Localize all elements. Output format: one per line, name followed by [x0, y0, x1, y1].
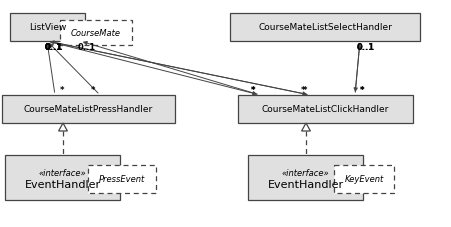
Text: 0..1: 0..1 — [45, 42, 63, 52]
Bar — [230, 13, 420, 41]
Bar — [10, 13, 85, 41]
Text: «interface»: «interface» — [39, 169, 86, 178]
Text: CourseMate: CourseMate — [71, 29, 121, 38]
Bar — [5, 155, 120, 200]
Bar — [2, 95, 175, 123]
Bar — [88, 165, 156, 193]
Text: 0..1: 0..1 — [357, 42, 375, 52]
Text: EventHandler: EventHandler — [267, 180, 344, 190]
Bar — [238, 95, 413, 123]
Text: ListView: ListView — [29, 24, 66, 32]
Text: CourseMateListPressHandler: CourseMateListPressHandler — [24, 106, 153, 114]
Text: 0..1: 0..1 — [45, 42, 63, 52]
Text: 0..1: 0..1 — [45, 42, 63, 52]
Bar — [60, 20, 132, 45]
Polygon shape — [59, 123, 67, 131]
Text: *: * — [91, 86, 95, 96]
Text: *: * — [60, 86, 64, 96]
Text: CourseMateListClickHandler: CourseMateListClickHandler — [262, 106, 389, 114]
Text: «interface»: «interface» — [282, 169, 329, 178]
Text: *: * — [251, 86, 255, 96]
Text: 0..1: 0..1 — [78, 42, 96, 52]
Text: 0..1: 0..1 — [45, 42, 63, 52]
Bar — [334, 165, 394, 193]
Text: EventHandler: EventHandler — [24, 180, 101, 190]
Bar — [248, 155, 363, 200]
Text: *: * — [301, 86, 305, 96]
Text: *: * — [303, 86, 307, 96]
Text: *: * — [360, 86, 364, 96]
Text: *: * — [251, 86, 255, 96]
Text: CourseMateListSelectHandler: CourseMateListSelectHandler — [258, 24, 392, 32]
Text: KeyEvent: KeyEvent — [345, 175, 384, 185]
Polygon shape — [302, 123, 310, 131]
Text: 0..1: 0..1 — [45, 42, 63, 52]
Text: *: * — [360, 86, 364, 96]
Text: PressEvent: PressEvent — [99, 175, 145, 185]
Text: 0..1: 0..1 — [357, 42, 375, 52]
